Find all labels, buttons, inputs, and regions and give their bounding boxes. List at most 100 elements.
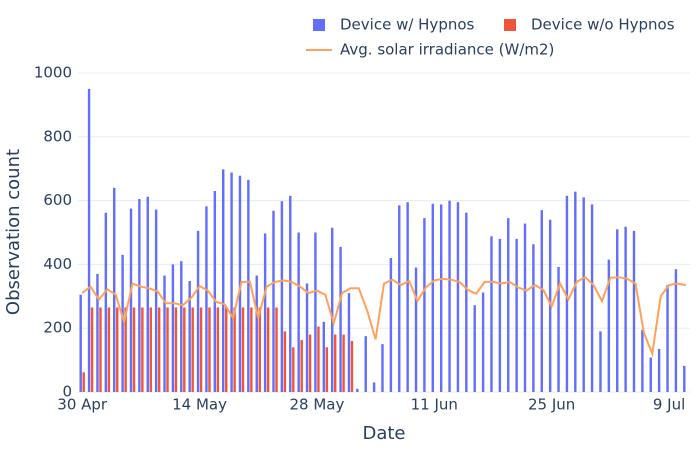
- bar: [157, 307, 161, 392]
- y-tick-label: 0: [62, 383, 72, 401]
- bar: [342, 334, 345, 392]
- x-tick-label: 30 Apr: [57, 396, 108, 414]
- bar: [216, 307, 220, 392]
- bar: [280, 201, 284, 392]
- bar: [154, 209, 158, 392]
- bar: [364, 336, 367, 392]
- bar: [96, 273, 99, 392]
- legend-label: Device w/o Hypnos: [531, 16, 675, 34]
- y-tick-label: 600: [43, 191, 72, 209]
- bar: [292, 347, 295, 392]
- bar: [199, 307, 203, 392]
- bar: [674, 269, 678, 392]
- bar: [347, 293, 351, 392]
- bar: [372, 382, 376, 392]
- bar: [350, 340, 354, 392]
- bar: [649, 357, 652, 392]
- bar: [574, 191, 577, 392]
- x-tick-label: 14 May: [172, 396, 227, 414]
- bar: [414, 267, 418, 392]
- bar: [124, 307, 127, 392]
- bar: [263, 233, 267, 392]
- bar: [213, 191, 217, 392]
- bar: [507, 218, 510, 392]
- bar: [297, 232, 300, 392]
- bar: [90, 307, 94, 392]
- legend-swatch: [313, 19, 325, 31]
- bar: [180, 261, 183, 392]
- bar: [515, 238, 518, 392]
- line: [81, 275, 686, 358]
- bar: [473, 305, 476, 392]
- bar: [325, 347, 329, 392]
- bar: [607, 259, 611, 392]
- y-tick-label: 200: [43, 319, 72, 337]
- x-tick-label: 28 May: [289, 396, 344, 414]
- bar: [146, 196, 149, 392]
- bar: [283, 331, 287, 392]
- bar: [456, 202, 460, 392]
- bar: [116, 307, 119, 392]
- bar: [174, 307, 178, 392]
- bar: [107, 307, 111, 392]
- bar: [183, 307, 186, 392]
- bar: [149, 307, 152, 392]
- bar: [317, 326, 320, 392]
- bar: [465, 212, 468, 392]
- bar: [141, 307, 144, 392]
- bar: [247, 179, 250, 392]
- bar: [398, 205, 401, 392]
- bar: [333, 334, 337, 392]
- bar: [540, 210, 543, 392]
- bar: [523, 223, 527, 392]
- bar: [481, 292, 485, 392]
- bar: [272, 210, 275, 392]
- bar: [82, 372, 85, 392]
- bar: [188, 280, 191, 392]
- legend-swatch: [504, 19, 516, 31]
- bar: [532, 244, 535, 392]
- x-tick-label: 25 Jun: [528, 396, 575, 414]
- bar: [233, 307, 236, 392]
- bar: [389, 258, 393, 392]
- bar: [599, 331, 602, 392]
- bar: [308, 334, 312, 392]
- bar: [166, 307, 169, 392]
- bar: [113, 187, 116, 392]
- bar: [657, 348, 661, 392]
- bar: [104, 212, 108, 392]
- x-tick-label: 9 Jul: [653, 396, 685, 414]
- bar: [196, 230, 200, 392]
- bar: [191, 307, 194, 392]
- bar: [548, 219, 552, 392]
- bar: [322, 321, 326, 392]
- bar: [221, 169, 225, 392]
- bar: [163, 275, 166, 392]
- bar: [79, 294, 82, 392]
- bar: [356, 388, 359, 392]
- bar: [330, 227, 334, 392]
- bar: [381, 344, 384, 392]
- bar: [258, 307, 261, 392]
- bar: [300, 340, 303, 392]
- bar: [129, 208, 133, 392]
- bar: [448, 200, 451, 392]
- bar: [557, 266, 560, 392]
- bar: [641, 329, 644, 392]
- bar: [423, 218, 426, 392]
- bar: [305, 283, 309, 392]
- bar: [616, 229, 619, 392]
- bar: [255, 275, 258, 392]
- x-axis-title: Date: [362, 423, 405, 444]
- bar: [275, 307, 278, 392]
- bar: [225, 307, 228, 392]
- bar: [314, 232, 317, 392]
- bar: [565, 195, 569, 392]
- bar: [250, 307, 253, 392]
- bar: [439, 204, 443, 392]
- y-tick-label: 800: [43, 127, 72, 145]
- bar: [683, 365, 686, 392]
- bar: [241, 307, 245, 392]
- legend-label: Avg. solar irradiance (W/m2): [340, 41, 554, 59]
